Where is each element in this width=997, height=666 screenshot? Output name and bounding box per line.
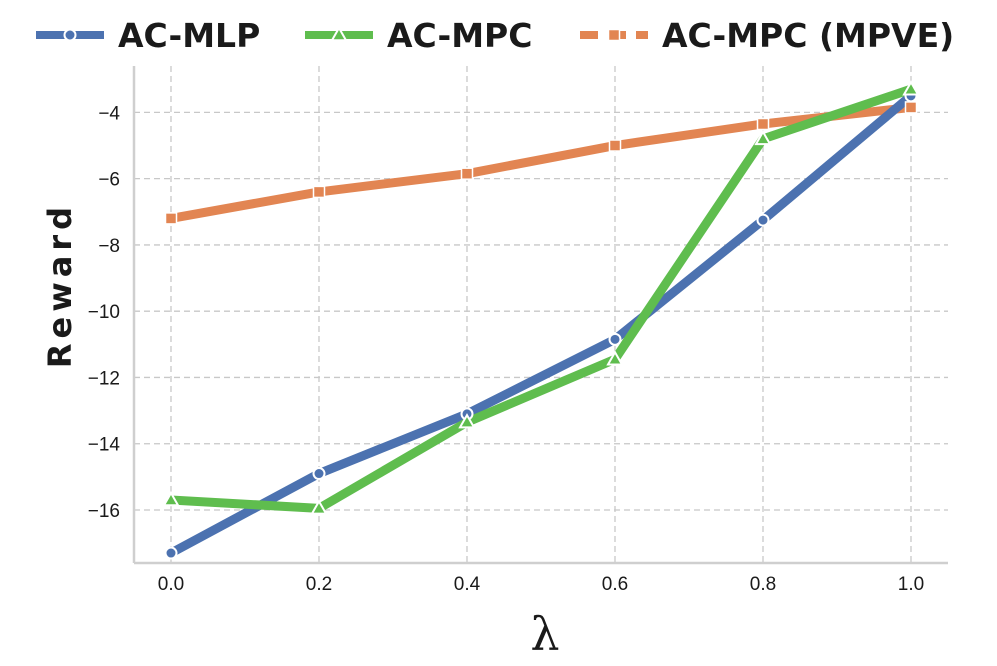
series-line-ac-mpc [170,84,913,513]
axes [132,66,948,565]
data-point [902,80,920,96]
legend-marker [63,28,77,42]
y-tick-label: −8 [98,236,120,257]
y-axis-label: Reward [41,202,79,368]
grid [134,66,948,563]
data-point [162,491,180,507]
data-point [312,467,326,481]
series-line-ac-mpc-mpve [170,102,912,223]
data-point [164,212,178,225]
data-point [608,332,622,346]
legend-marker [607,28,621,42]
x-tick-label: 1.0 [898,574,924,595]
y-tick-label: −6 [98,170,120,191]
y-tick-label: −14 [88,435,121,456]
data-point [312,185,326,199]
legend-label: AC-MLP [118,16,260,55]
x-tick-label: 0.4 [454,574,481,595]
data-point [606,350,624,366]
series-line-ac-mlp [168,92,914,558]
data-point [608,139,622,152]
data-point [458,413,476,429]
series-lines [168,84,914,558]
data-point [164,546,178,560]
data-point [756,117,770,131]
data-point [904,101,918,114]
x-ticks: 0.0 0.2 0.4 0.6 0.8 1.0 [158,574,924,595]
x-tick-label: 0.0 [158,574,184,595]
x-tick-label: 0.8 [750,574,776,595]
y-tick-label: −10 [88,302,120,323]
y-tick-label: −4 [98,103,120,124]
series-markers [162,80,920,560]
legend-marker [330,25,348,42]
data-point [756,213,770,227]
y-ticks: −16 −14 −12 −10 −8 −6 −4 [88,103,121,522]
x-axis-label: λ [530,607,559,661]
y-tick-label: −12 [88,368,120,389]
x-tick-label: 0.6 [602,574,628,595]
legend: AC-MLP AC-MPC AC-MPC (MPVE) [36,16,954,55]
legend-label: AC-MPC (MPVE) [662,16,954,55]
x-tick-label: 0.2 [306,574,332,595]
data-point [460,167,474,180]
data-point [754,129,772,146]
y-tick-label: −16 [88,501,120,522]
legend-label: AC-MPC [387,16,532,55]
data-point [310,499,328,515]
